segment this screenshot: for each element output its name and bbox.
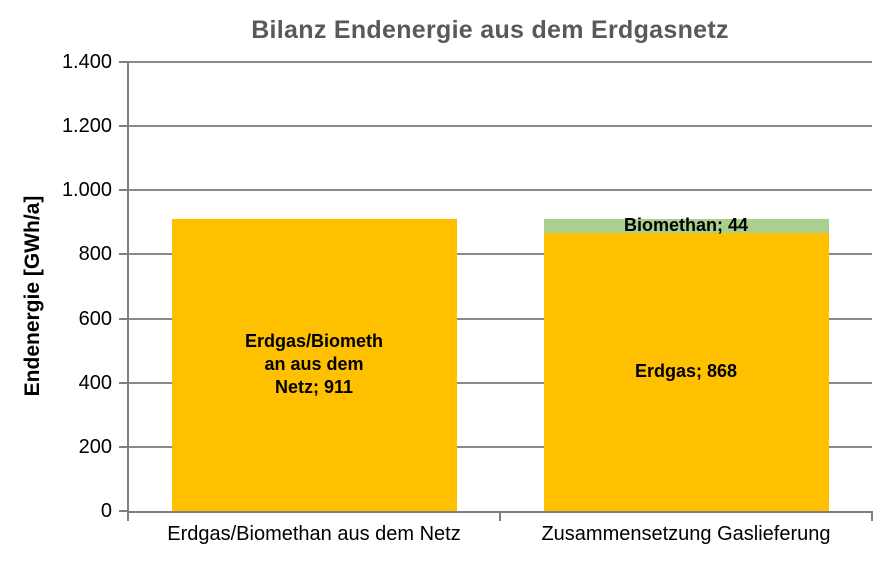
y-axis-line <box>127 62 129 513</box>
bar-2: Erdgas; 868 Biomethan; 44 <box>543 62 829 511</box>
x-axis-tick <box>871 513 873 521</box>
y-axis-tick <box>119 61 128 63</box>
bar-data-label: Erdgas/Biometh an aus dem Netz; 911 <box>244 331 384 398</box>
x-axis-line <box>127 511 873 513</box>
y-tick-label: 0 <box>100 500 112 522</box>
gridline <box>128 189 872 192</box>
gridline <box>128 445 872 448</box>
gridline <box>128 253 872 256</box>
bar-data-label: Erdgas; 868 <box>634 361 738 382</box>
y-tick-label: 400 <box>78 371 112 394</box>
y-tick-label: 1.200 <box>61 115 112 138</box>
bar-data-label: Biomethan; 44 <box>623 215 749 236</box>
gridline <box>128 125 872 128</box>
chart-title: Bilanz Endenergie aus dem Erdgasnetz <box>251 16 729 44</box>
y-axis-tick <box>119 125 128 128</box>
bar-segment-biomethan: Biomethan; 44 <box>543 215 829 235</box>
y-tick-label: 200 <box>78 435 112 458</box>
y-axis-tick <box>119 253 128 256</box>
gridline <box>128 381 872 384</box>
x-category-label: Zusammensetzung Gaslieferung <box>541 523 831 545</box>
y-axis-tick <box>119 317 128 320</box>
bar-segment-erdgas: Erdgas; 868 <box>543 232 829 511</box>
x-axis-tick <box>127 513 129 521</box>
gridline <box>128 61 872 63</box>
y-tick-label: 1.400 <box>61 51 112 73</box>
y-tick-label: 1.000 <box>61 179 112 202</box>
x-category-label: Erdgas/Biomethan aus dem Netz <box>167 523 461 545</box>
x-axis-tick <box>499 513 501 521</box>
y-axis-title: Endenergie [GWh/a] <box>21 195 44 397</box>
y-axis-tick <box>119 381 128 384</box>
plot-area: Erdgas/Biometh an aus dem Netz; 911 Erdgas;… <box>128 61 872 511</box>
gridline <box>128 317 872 320</box>
y-tick-label: 600 <box>78 307 112 330</box>
y-tick-label: 800 <box>78 243 112 266</box>
y-axis-tick <box>119 445 128 448</box>
bar-segment-erdgas-biomethan-aus-dem-netz: Erdgas/Biometh an aus dem Netz; 911 <box>171 218 457 511</box>
bar-1: Erdgas/Biometh an aus dem Netz; 911 <box>171 62 457 511</box>
y-axis-tick <box>119 510 128 512</box>
y-axis-tick <box>119 189 128 192</box>
